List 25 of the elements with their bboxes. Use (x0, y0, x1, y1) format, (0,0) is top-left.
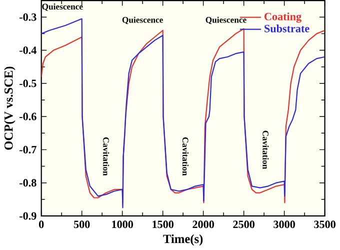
annotation: Quiescence (206, 16, 246, 24)
x-tick-label: 1000 (112, 220, 133, 228)
x-axis-title: Time(s) (163, 234, 203, 246)
x-tick-label: 1500 (152, 220, 174, 228)
y-tick-label: -0.6 (20, 112, 36, 120)
y-tick-label: -0.8 (20, 179, 36, 187)
x-tick-label: 2500 (233, 220, 254, 228)
legend-label: Coating (264, 12, 302, 23)
annotation: Quiescence (122, 16, 163, 24)
annotation: Cavitation (182, 137, 189, 176)
annotation: Cavitation (103, 137, 110, 176)
x-tick-label: 0 (39, 220, 44, 228)
y-tick-label: -0.4 (20, 46, 36, 54)
y-axis-title: OCP(V vs.SCE) (4, 66, 16, 150)
y-tick-label: -0.9 (20, 212, 36, 220)
annotation: Cavitation (262, 130, 269, 170)
x-tick-label: 3000 (274, 220, 295, 228)
legend-label: Substrate (264, 24, 310, 32)
x-tick-label: 2000 (192, 220, 214, 228)
x-tick-label: 3500 (314, 220, 336, 228)
y-tick-label: -0.5 (20, 80, 36, 88)
x-tick-label: 500 (74, 220, 90, 228)
y-tick-label: -0.3 (20, 13, 36, 22)
y-tick-label: -0.7 (20, 146, 36, 154)
annotation: Quiescence (42, 4, 83, 11)
